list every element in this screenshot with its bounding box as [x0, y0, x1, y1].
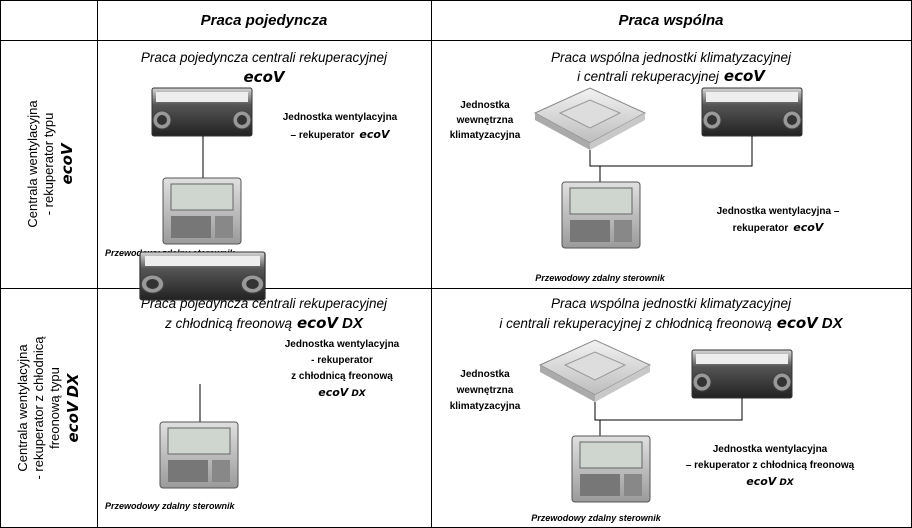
controller-image	[162, 177, 242, 245]
controller-label: Przewodowy zdalny sterownik	[105, 501, 236, 511]
indoor-label: klimatyzacyjna	[450, 130, 521, 141]
indoor-label: wewnętrzna	[456, 115, 514, 126]
ventilation-unit-image	[701, 87, 803, 137]
title-logo: ecoV	[244, 68, 286, 86]
unit-label: - rekuperator	[311, 355, 373, 366]
controller-image	[571, 435, 651, 503]
side-label: freonową typu	[47, 367, 62, 449]
unit-label: – rekuperator z chłodnicą freonową	[686, 460, 855, 471]
unit-label: Jednostka wentylacyjna	[283, 112, 398, 123]
cell-title-line: i centrali rekuperacyjnej z chłodnicą fr…	[499, 316, 772, 331]
side-label: Centrala wentylacyjna	[25, 100, 40, 228]
unit-logo: ecoV	[793, 221, 825, 234]
wire	[594, 398, 743, 436]
unit-suffix: DX	[779, 478, 794, 488]
unit-label: z chłodnicą freonową	[291, 371, 393, 382]
cell-title: i centrali rekuperacyjnej ecoV	[577, 67, 766, 85]
indoor-label: klimatyzacyjna	[450, 401, 521, 412]
ventilation-unit-image	[151, 87, 253, 137]
controller-label: Przewodowy zdalny sterownik	[531, 513, 662, 523]
unit-logo-text: ecoV	[318, 386, 350, 399]
ventilation-unit-image	[691, 349, 793, 399]
cell-title: z chłodnicą freonową ecoV DX	[164, 314, 364, 332]
indoor-label: Jednostka	[460, 100, 510, 111]
header-joint: Praca wspólna	[618, 12, 723, 29]
title-suffix: DX	[822, 315, 844, 332]
title-logo: ecoV	[724, 67, 766, 85]
unit-label: – rekuperator ecoV	[291, 128, 391, 141]
unit-suffix: DX	[351, 389, 366, 399]
controller-image	[561, 181, 641, 249]
cell-title: Praca wspólna jednostki klimatyzacyjnej	[551, 296, 792, 311]
controller-image	[159, 421, 239, 489]
title-logo: ecoV	[777, 314, 819, 332]
cell-title: i centrali rekuperacyjnej z chłodnicą fr…	[499, 314, 843, 332]
unit-label: rekuperator ecoV	[733, 221, 825, 234]
cassette-image	[539, 339, 651, 403]
side-label: - rekuperator z chłodnicą	[31, 336, 46, 480]
cell-title: Praca pojedyncza centrali rekuperacyjnej	[141, 50, 388, 65]
side-logo: ecoV DX	[64, 372, 82, 442]
cell-title: Praca wspólna jednostki klimatyzacyjnej	[551, 50, 792, 65]
unit-logo: ecoV	[359, 128, 391, 141]
controller-label: Przewodowy zdalny sterownik	[535, 273, 666, 283]
unit-label: Jednostka wentylacyjna –	[717, 206, 840, 217]
indoor-label: wewnętrzna	[456, 385, 514, 396]
unit-label: Jednostka wentylacyjna	[713, 444, 828, 455]
side-logo: ecoV	[58, 142, 76, 184]
side-label: - rekuperator typu	[41, 113, 56, 216]
ventilation-unit-image	[139, 251, 266, 301]
title-suffix: DX	[342, 315, 364, 332]
unit-logo: ecoV DX	[318, 386, 367, 399]
side-suffix: DX	[64, 372, 82, 397]
header-single: Praca pojedyncza	[201, 12, 328, 29]
cassette-image	[534, 87, 646, 151]
wire	[589, 136, 753, 182]
unit-label-line: rekuperator	[733, 223, 789, 234]
unit-label-line: – rekuperator	[291, 130, 355, 141]
title-logo: ecoV	[297, 314, 339, 332]
indoor-label: Jednostka	[460, 369, 510, 380]
cell-title-line: i centrali rekuperacyjnej	[577, 69, 720, 84]
cell-title-line: z chłodnicą freonową	[164, 316, 292, 331]
unit-logo: ecoV DX	[746, 475, 795, 488]
side-label: Centrala wentylacyjna	[15, 344, 30, 472]
side-logo-text: ecoV	[64, 400, 82, 442]
unit-label: Jednostka wentylacyjna	[285, 339, 400, 350]
unit-logo-text: ecoV	[746, 475, 778, 488]
